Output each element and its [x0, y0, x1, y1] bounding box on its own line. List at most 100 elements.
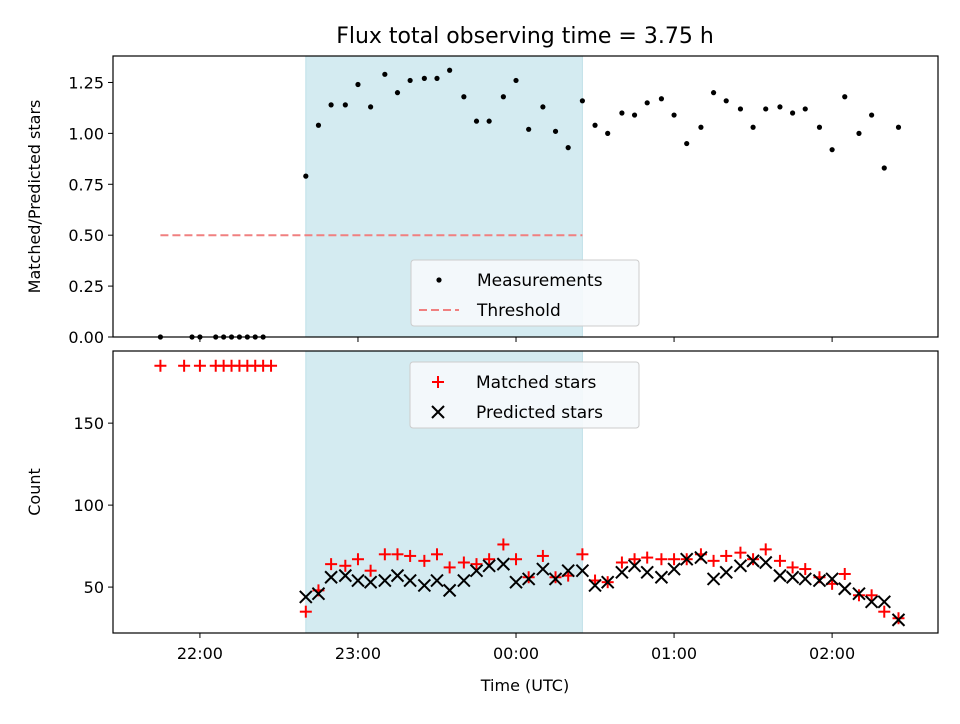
predicted-star-mark-b [785, 570, 800, 584]
predicted-star-point [363, 575, 378, 589]
predicted-star-mark-b [338, 568, 353, 583]
y-axis-label: Matched/Predicted stars [25, 100, 44, 294]
measurement-point [698, 124, 704, 130]
predicted-star-mark-b [667, 562, 681, 576]
x-tick-label: 23:00 [335, 644, 381, 663]
predicted-star-mark-b [891, 613, 906, 627]
predicted-star-mark-b [719, 565, 733, 580]
matched-star-point [892, 612, 905, 625]
y-tick-label: 0.50 [68, 226, 104, 245]
predicted-star-point [324, 570, 338, 584]
measurement-point [829, 147, 835, 153]
matched-star-point [470, 558, 483, 571]
x-tick-label: 02:00 [809, 644, 855, 663]
measurement-point [816, 124, 823, 130]
predicted-star-mark-b [654, 570, 669, 584]
predicted-star-point [496, 557, 511, 571]
legend-label: Matched stars [476, 373, 596, 393]
measurement-point [447, 67, 453, 73]
matched-star-point [707, 554, 720, 567]
legend-box [409, 361, 640, 429]
predicted-star-point [299, 590, 313, 604]
measurement-point [315, 122, 322, 128]
matched-star-point [325, 558, 338, 571]
predicted-star-mark-b [627, 559, 642, 573]
matched-star-point [852, 589, 865, 602]
predicted-star-point [561, 563, 575, 578]
predicted-star-point [627, 559, 642, 573]
measurement-point [684, 140, 690, 147]
predicted-star-point [891, 613, 906, 627]
measurement-point [486, 118, 492, 124]
predicted-star-mark-b [311, 586, 326, 601]
predicted-star-mark-b [600, 575, 615, 589]
measurement-point [750, 124, 756, 130]
predicted-star-point [812, 573, 827, 588]
y-tick-label: 1.00 [68, 124, 104, 143]
measurement-point [619, 110, 625, 116]
predicted-star-mark-b [838, 582, 852, 596]
measurement-point [763, 106, 769, 112]
predicted-star-mark-b [733, 559, 748, 573]
y-tick-label: 150 [73, 414, 104, 433]
predicted-star-mark-b [640, 565, 654, 580]
predicted-star-mark-b [496, 557, 511, 571]
x-tick-label: 01:00 [651, 644, 697, 663]
measurement-point [421, 75, 427, 81]
matched-star-point [443, 561, 456, 574]
measurement-point [842, 94, 848, 100]
predicted-star-point [615, 565, 629, 580]
predicted-star-point [548, 572, 563, 586]
matched-star-point [339, 559, 352, 572]
predicted-star-point [733, 559, 748, 573]
matched-star-point [536, 549, 549, 562]
matched-star-point [628, 553, 641, 566]
matched-star-point [773, 554, 786, 567]
predicted-star-point [536, 562, 550, 576]
predicted-star-point [877, 595, 891, 609]
matched-star-point [615, 556, 628, 569]
measurement-point [723, 98, 729, 104]
y-tick-label: 0.75 [68, 175, 104, 194]
predicted-star-point [640, 565, 654, 580]
predicted-star-mark-b [324, 570, 338, 584]
predicted-star-mark-b [509, 575, 523, 589]
bottom-panel: 50 100 150 22:00 23:00 00:00 01:00 02:00 Count Ti… [25, 350, 939, 695]
measurement-point [895, 124, 902, 130]
predicted-star-mark-b [588, 578, 602, 593]
measurement-point [658, 96, 665, 102]
predicted-star-mark-b [759, 555, 773, 570]
predicted-star-point [430, 573, 444, 588]
matched-star-point [351, 553, 364, 566]
y-tick-label: 0.00 [68, 328, 104, 347]
matched-star-point [747, 553, 760, 566]
predicted-star-mark-b [390, 568, 405, 583]
measurement-point [552, 128, 559, 134]
predicted-star-point [694, 550, 708, 565]
matched-star-point [865, 589, 878, 602]
legend-label: Measurements [477, 271, 603, 291]
predicted-star-point [798, 572, 812, 586]
predicted-star-mark-b [575, 563, 590, 578]
predicted-star-mark-b [548, 572, 563, 586]
matched-star-point [430, 548, 443, 561]
matched-star-point [759, 543, 772, 556]
predicted-star-mark-b [430, 573, 444, 588]
legend: Measurements Threshold [410, 259, 640, 327]
matched-star-point [549, 571, 562, 584]
measurement-point [526, 126, 532, 132]
chart-title: Flux total observing time = 3.75 h [336, 24, 714, 49]
matched-star-point [391, 548, 404, 561]
predicted-star-point [838, 582, 852, 596]
predicted-star-point [390, 568, 405, 583]
predicted-star-mark-b [469, 563, 484, 578]
y-axis-label: Count [25, 468, 44, 516]
y-tick-label: 0.25 [68, 277, 104, 296]
matched-star-point [786, 561, 799, 574]
matched-star-point [497, 538, 510, 551]
measurement-point [737, 106, 744, 112]
predicted-star-mark-b [403, 573, 417, 588]
matched-star-point [154, 359, 167, 372]
predicted-star-mark-b [706, 572, 721, 586]
